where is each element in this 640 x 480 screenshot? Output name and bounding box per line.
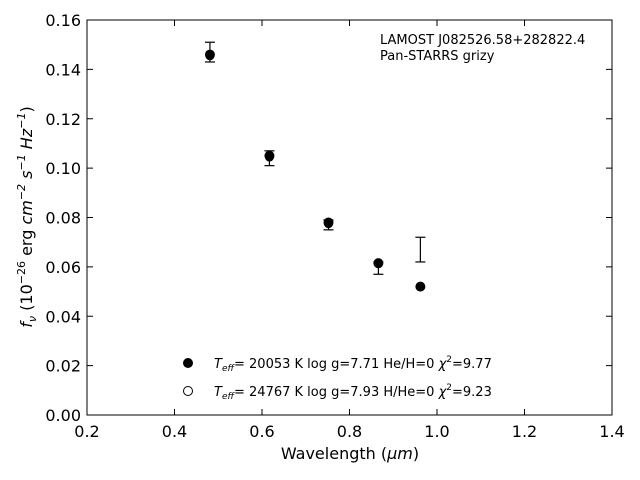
x-tick-label: 1.4 xyxy=(599,422,624,441)
y-tick-label: 0.00 xyxy=(45,406,81,425)
y-tick-label: 0.14 xyxy=(45,60,81,79)
model-point-open xyxy=(415,282,425,292)
y-tick-label: 0.04 xyxy=(45,307,81,326)
x-tick-label: 0.4 xyxy=(162,422,187,441)
legend-marker-open xyxy=(183,386,193,396)
y-tick-label: 0.08 xyxy=(45,209,81,228)
y-tick-label: 0.16 xyxy=(45,11,81,30)
legend-label-1: Teff= 20053 K log g=7.71 He/H=0 χ2=9.77 xyxy=(214,355,492,374)
legend: Teff= 20053 K log g=7.71 He/H=0 χ2=9.77 … xyxy=(183,355,492,402)
x-tick-label: 0.2 xyxy=(74,422,99,441)
x-tick-label: 1.2 xyxy=(512,422,537,441)
model-point-open xyxy=(205,51,215,61)
x-tick-label: 0.8 xyxy=(337,422,362,441)
y-tick-label: 0.06 xyxy=(45,258,81,277)
error-bar xyxy=(415,236,426,263)
y-tick-label: 0.12 xyxy=(45,110,81,129)
annotation-survey: Pan-STARRS grizy xyxy=(380,49,495,64)
x-tick-label: 1.0 xyxy=(424,422,449,441)
error-bars xyxy=(204,41,426,275)
axis-ticks: 0.2 0.4 0.6 0.8 1.0 1.2 1.4 0.00 0.02 0.04 0.06 0.0… xyxy=(45,11,624,441)
y-tick-label: 0.02 xyxy=(45,357,81,376)
y-tick-label: 0.10 xyxy=(45,159,81,178)
model-point-open xyxy=(264,152,274,162)
legend-marker-filled xyxy=(183,358,193,368)
y-axis-label: fν (10−26 erg cm−2 s−1 Hz−1) xyxy=(15,106,39,327)
annotation-object: LAMOST J082526.58+282822.4 xyxy=(380,33,585,48)
model-point-open xyxy=(324,219,333,229)
plot-frame xyxy=(86,19,613,416)
legend-label-2: Teff= 24767 K log g=7.93 H/He=0 χ2=9.23 xyxy=(214,383,492,402)
model-point-open xyxy=(373,258,383,268)
x-axis-label: Wavelength (μm) xyxy=(281,444,419,463)
x-tick-label: 0.6 xyxy=(249,422,274,441)
data-markers xyxy=(204,49,426,292)
